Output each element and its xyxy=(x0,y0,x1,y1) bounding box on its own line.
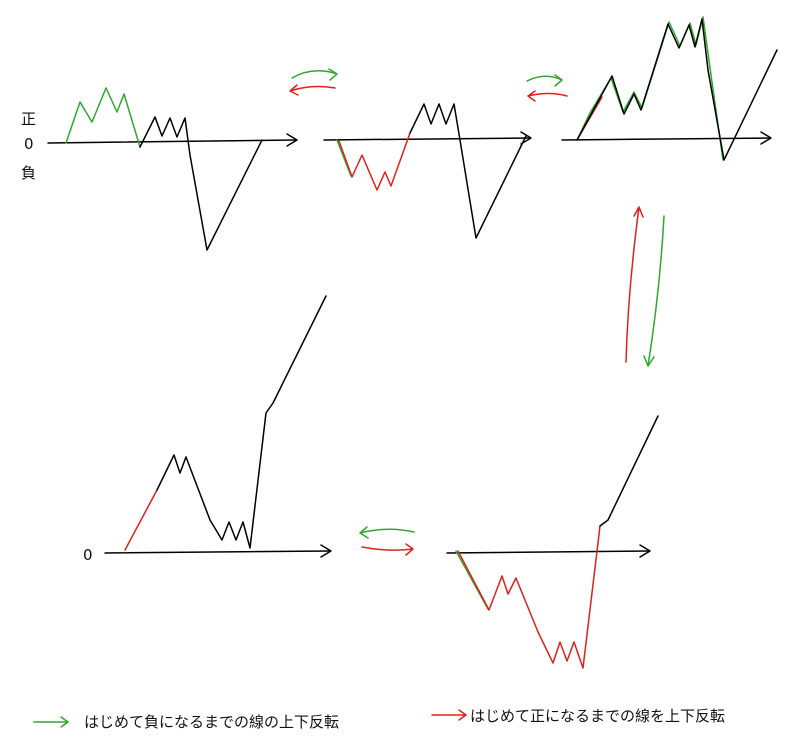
green-arrow xyxy=(359,526,415,539)
axis-line xyxy=(47,139,297,144)
legend-green-text: はじめて負になるまでの線の上下反転 xyxy=(84,713,339,731)
axis-arrowhead xyxy=(760,131,772,145)
walk-black-segment xyxy=(139,116,263,251)
axis-line xyxy=(446,550,650,554)
green-arrow-down xyxy=(643,215,665,367)
swap-arrows-4-5 xyxy=(359,526,415,556)
axis-arrowhead xyxy=(520,131,532,145)
walk-black-segment xyxy=(409,103,527,239)
axis-arrowhead xyxy=(320,544,332,558)
axis-arrowhead xyxy=(286,133,298,147)
walk-green-stroke xyxy=(336,139,352,177)
panel-2 xyxy=(323,103,532,239)
panel-1: 正 0 負 xyxy=(21,87,298,251)
walk-red-stroke xyxy=(124,489,158,551)
axis-arrowhead xyxy=(639,544,651,558)
label-zero: 0 xyxy=(24,135,34,153)
panel-3 xyxy=(561,16,778,161)
axis-line xyxy=(104,550,331,554)
swap-arrows-1-2 xyxy=(289,68,338,96)
label-negative: 負 xyxy=(21,164,36,182)
green-arrow xyxy=(526,74,563,87)
axis-line xyxy=(323,137,531,141)
red-arrow-up xyxy=(625,206,644,363)
red-arrow xyxy=(361,543,414,556)
panel-4: 0 xyxy=(83,295,332,564)
red-arrow xyxy=(527,90,568,102)
swap-arrows-2-3 xyxy=(526,74,568,102)
legend-red-text: はじめて正になるまでの線を上下反転 xyxy=(470,707,725,725)
axis-line xyxy=(561,137,771,141)
legend-red-arrow xyxy=(431,709,467,721)
panel-5 xyxy=(446,415,659,669)
red-arrow xyxy=(289,84,336,96)
walk-black-segment xyxy=(156,295,327,549)
walk-red-segment xyxy=(457,525,601,669)
walk-black-segment xyxy=(576,18,778,161)
walk-black-segment xyxy=(599,415,659,527)
legend-green-arrow xyxy=(33,716,69,728)
legend: はじめて負になるまでの線の上下反転 はじめて正になるまでの線を上下反転 xyxy=(33,707,725,731)
swap-arrows-3-5 xyxy=(625,206,665,367)
walk-green-segment xyxy=(65,87,141,148)
green-arrow xyxy=(291,68,338,81)
label-zero-bottom: 0 xyxy=(83,546,93,564)
walk-red-segment xyxy=(338,132,411,191)
label-positive: 正 xyxy=(21,110,36,128)
